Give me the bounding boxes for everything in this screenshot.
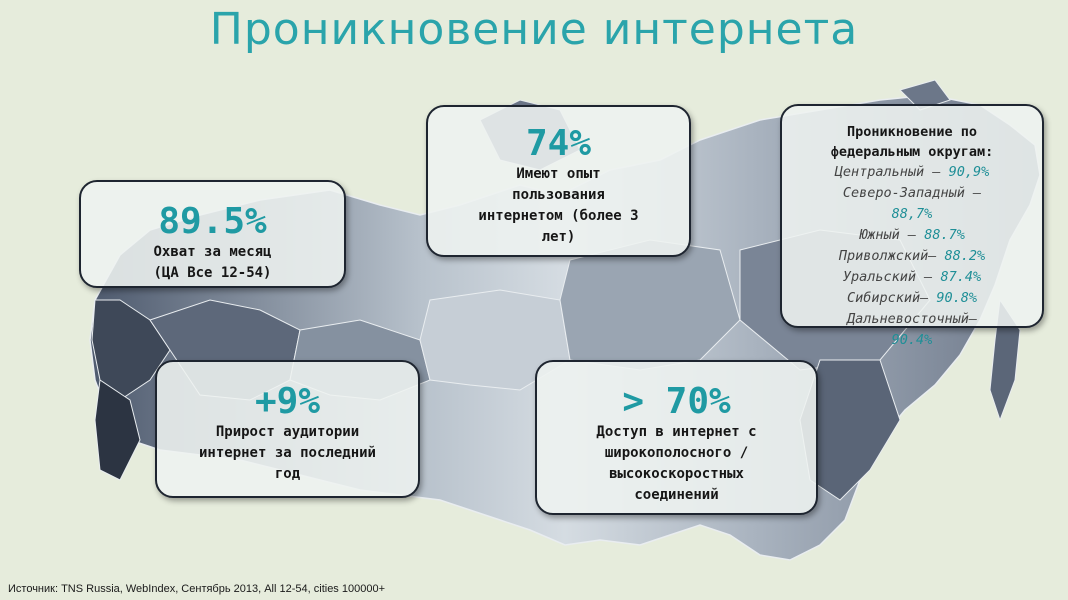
growth-text-1: Прирост аудитории xyxy=(215,424,360,440)
monthly-reach-card: 89.5% Охват за месяц (ЦА Все 12-54) xyxy=(79,180,346,288)
experience-text-1: Имеют опыт xyxy=(516,166,601,182)
region-northwest-value: 88,7% xyxy=(891,206,933,222)
broadband-card: > 70% Доступ в интернет с широкополосног… xyxy=(535,360,818,515)
regions-title-1: Проникновение по xyxy=(846,124,978,140)
growth-value: +9% xyxy=(254,381,321,422)
experience-card: 74% Имеют опыт пользования интернетом (б… xyxy=(426,105,691,257)
region-south: Южный – 88.7% xyxy=(859,227,965,243)
region-northwest: Северо-Западный – xyxy=(842,185,982,201)
region-siberia: Сибирский– 90.8% xyxy=(846,290,978,306)
broadband-text-1: Доступ в интернет с xyxy=(596,424,757,440)
broadband-text-4: соединений xyxy=(634,487,719,503)
monthly-reach-value: 89.5% xyxy=(158,201,267,242)
experience-text-3: интернетом (более 3 xyxy=(478,208,639,224)
experience-text-2: пользования xyxy=(512,187,605,203)
region-far-east: Дальневосточный– xyxy=(846,311,978,327)
monthly-reach-audience: (ЦА Все 12-54) xyxy=(153,265,272,281)
experience-value: 74% xyxy=(525,123,592,164)
growth-text-3: год xyxy=(274,466,301,482)
broadband-text-3: высокоскоростных xyxy=(609,466,744,482)
region-central: Центральный – 90,9% xyxy=(834,164,990,180)
page-title: Проникновение интернета xyxy=(209,4,859,55)
region-far-east-value: 90.4% xyxy=(891,332,933,348)
regions-card: Проникновение по федеральным округам: Це… xyxy=(780,104,1044,348)
growth-card: +9% Прирост аудитории интернет за послед… xyxy=(155,360,420,498)
broadband-value: > 70% xyxy=(622,381,731,422)
regions-title-2: федеральным округам: xyxy=(830,144,994,160)
region-volga: Приволжский– 88.2% xyxy=(838,248,986,264)
source-note: Источник: TNS Russia, WebIndex, Сентябрь… xyxy=(8,583,385,595)
monthly-reach-label: Охват за месяц xyxy=(153,244,272,260)
experience-text-4: лет) xyxy=(541,229,576,245)
region-ural: Уральский – 87.4% xyxy=(842,269,982,285)
broadband-text-2: широкополосного / xyxy=(604,445,749,461)
growth-text-2: интернет за последний xyxy=(198,445,376,461)
